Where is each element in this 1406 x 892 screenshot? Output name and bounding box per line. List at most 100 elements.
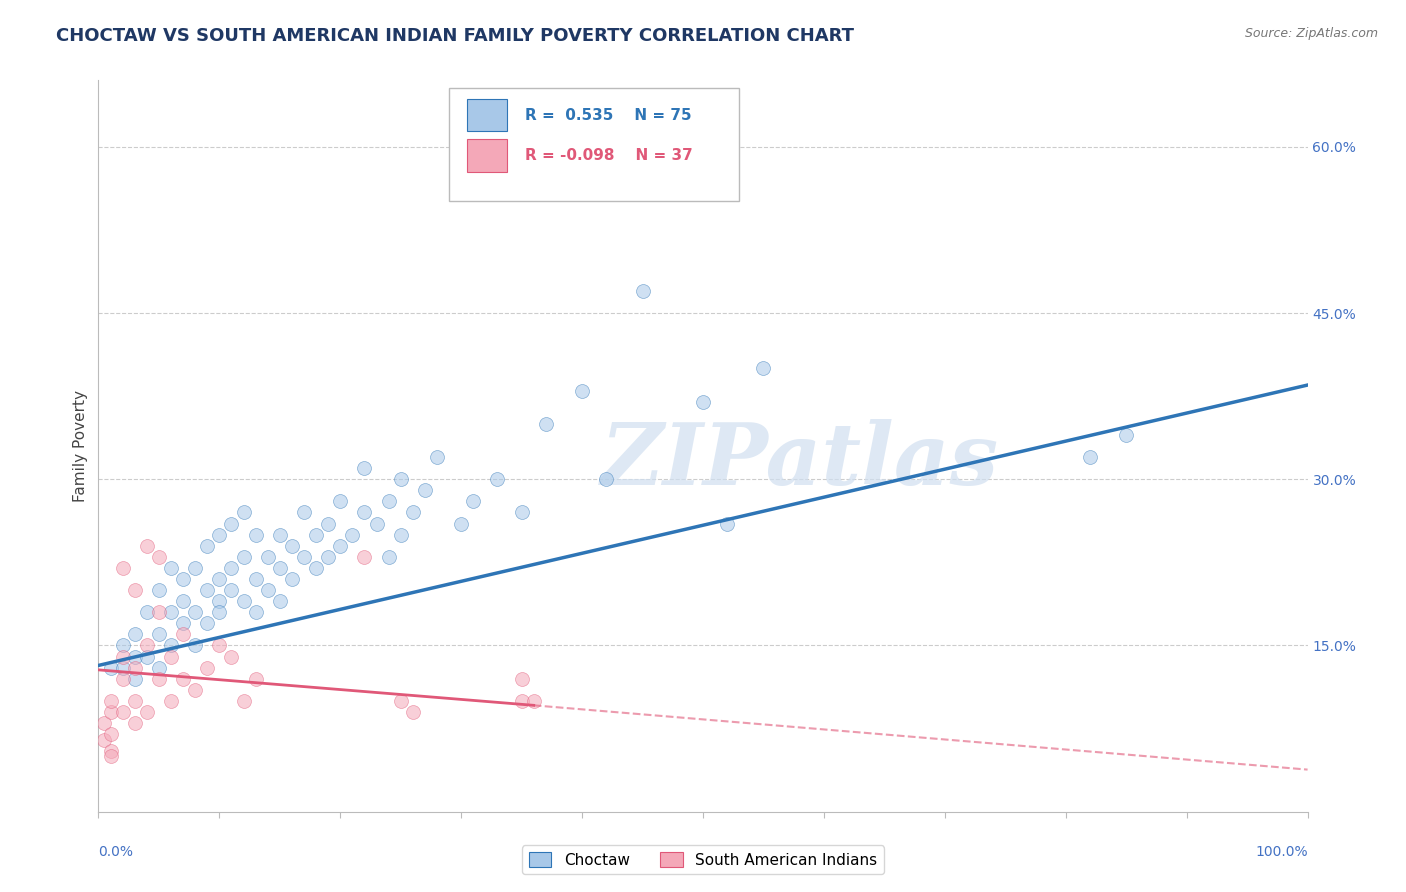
Point — [160, 639, 183, 653]
Text: R = -0.098    N = 37: R = -0.098 N = 37 — [526, 148, 693, 162]
Point — [160, 649, 183, 664]
Point — [135, 605, 157, 619]
Point — [752, 361, 775, 376]
Point — [135, 639, 157, 653]
Point — [305, 561, 328, 575]
Point — [692, 394, 714, 409]
Point — [148, 627, 170, 641]
Point — [389, 527, 412, 541]
Point — [245, 572, 267, 586]
Point — [232, 594, 254, 608]
Point — [353, 506, 375, 520]
Point — [510, 672, 533, 686]
Point — [221, 583, 243, 598]
Point — [184, 605, 207, 619]
Point — [195, 616, 218, 631]
Point — [93, 732, 115, 747]
Point — [135, 649, 157, 664]
Y-axis label: Family Poverty: Family Poverty — [73, 390, 89, 502]
Point — [124, 672, 146, 686]
Point — [221, 516, 243, 531]
Text: 0.0%: 0.0% — [98, 845, 134, 859]
Legend: Choctaw, South American Indians: Choctaw, South American Indians — [523, 846, 883, 873]
Point — [100, 694, 122, 708]
Point — [510, 694, 533, 708]
Point — [184, 639, 207, 653]
Point — [208, 572, 231, 586]
Point — [1115, 428, 1137, 442]
Point — [463, 494, 485, 508]
Point — [148, 672, 170, 686]
Point — [402, 506, 425, 520]
Point — [148, 583, 170, 598]
Bar — [467, 139, 508, 171]
Point — [172, 572, 194, 586]
Point — [269, 561, 291, 575]
Point — [111, 705, 134, 719]
Point — [281, 572, 304, 586]
Point — [195, 583, 218, 598]
Text: 100.0%: 100.0% — [1256, 845, 1308, 859]
Point — [716, 516, 738, 531]
Point — [148, 605, 170, 619]
Point — [389, 694, 412, 708]
Point — [111, 561, 134, 575]
Point — [534, 417, 557, 431]
Point — [184, 561, 207, 575]
Point — [292, 549, 315, 564]
Point — [486, 472, 509, 486]
Point — [571, 384, 593, 398]
Point — [245, 527, 267, 541]
Point — [100, 727, 122, 741]
Point — [329, 494, 352, 508]
Bar — [467, 99, 508, 131]
Point — [172, 594, 194, 608]
Point — [389, 472, 412, 486]
Point — [232, 694, 254, 708]
Point — [631, 284, 654, 298]
Point — [172, 672, 194, 686]
Point — [135, 539, 157, 553]
Point — [232, 549, 254, 564]
Point — [329, 539, 352, 553]
Point — [292, 506, 315, 520]
Point — [124, 694, 146, 708]
Point — [111, 639, 134, 653]
Point — [100, 749, 122, 764]
Point — [256, 549, 278, 564]
Point — [510, 506, 533, 520]
Point — [124, 627, 146, 641]
Point — [281, 539, 304, 553]
Text: R =  0.535    N = 75: R = 0.535 N = 75 — [526, 108, 692, 122]
Point — [184, 682, 207, 697]
Text: Source: ZipAtlas.com: Source: ZipAtlas.com — [1244, 27, 1378, 40]
Point — [305, 527, 328, 541]
Point — [208, 527, 231, 541]
Point — [160, 605, 183, 619]
Point — [595, 472, 617, 486]
Point — [124, 660, 146, 674]
Point — [316, 549, 339, 564]
Point — [100, 744, 122, 758]
Point — [208, 605, 231, 619]
Point — [366, 516, 388, 531]
Point — [377, 494, 399, 508]
Point — [93, 716, 115, 731]
Point — [111, 649, 134, 664]
Point — [100, 705, 122, 719]
Point — [160, 561, 183, 575]
Point — [124, 583, 146, 598]
Point — [148, 660, 170, 674]
Point — [245, 672, 267, 686]
Point — [172, 627, 194, 641]
Point — [100, 660, 122, 674]
Point — [426, 450, 449, 464]
Point — [111, 672, 134, 686]
Point — [208, 639, 231, 653]
Point — [221, 561, 243, 575]
Point — [160, 694, 183, 708]
Point — [402, 705, 425, 719]
Point — [195, 660, 218, 674]
Point — [413, 483, 436, 498]
Point — [208, 594, 231, 608]
